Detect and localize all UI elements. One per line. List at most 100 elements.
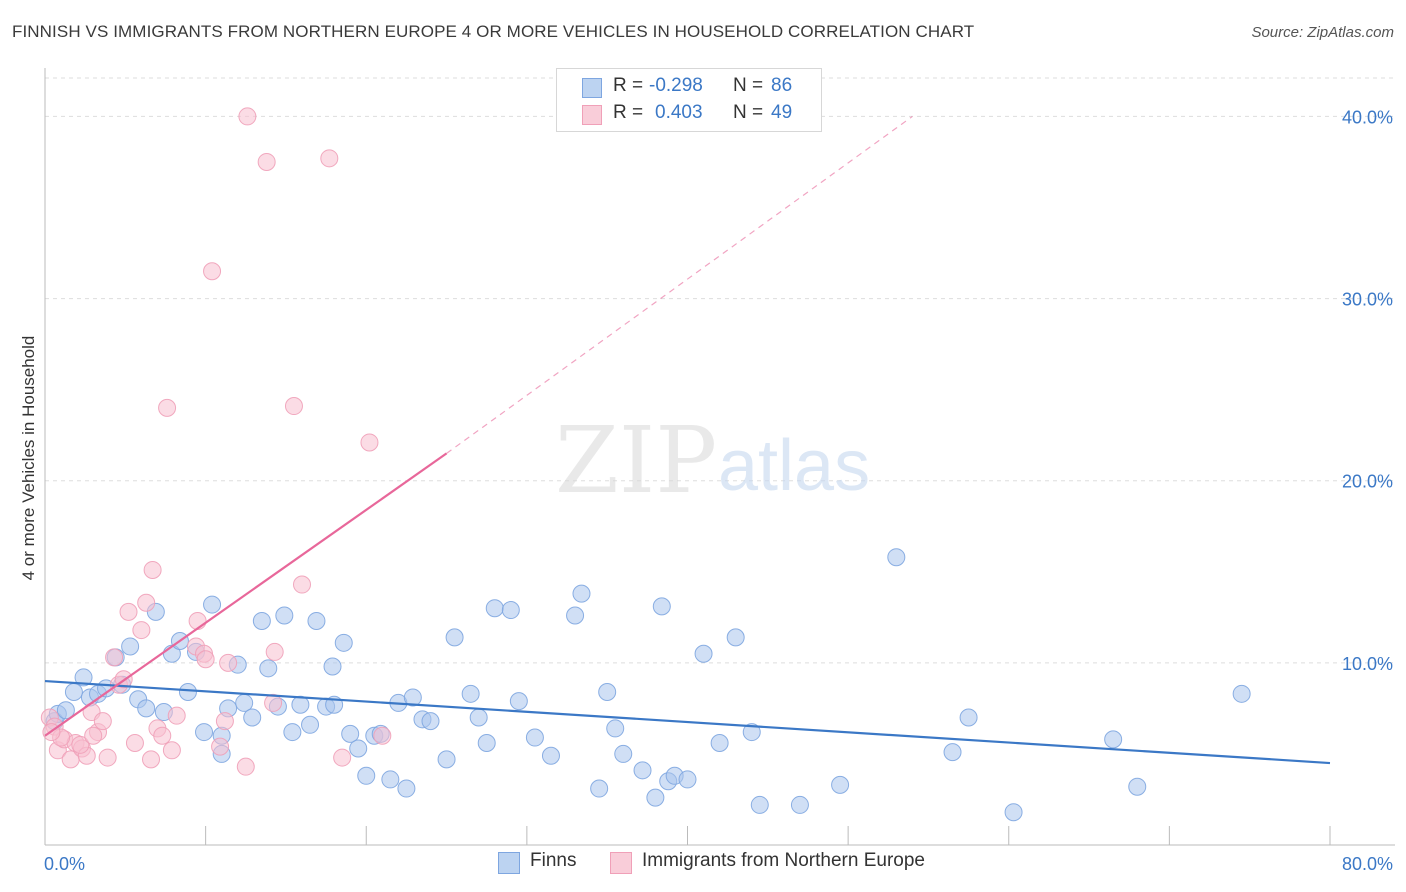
finns-point — [437, 750, 456, 769]
finns-point — [469, 708, 488, 727]
immigrants-point — [142, 750, 161, 769]
finns-point — [566, 606, 585, 625]
immigrants-point — [167, 706, 186, 725]
finns-point — [203, 595, 222, 614]
immigrants-point — [333, 748, 352, 767]
immigrants-point — [188, 611, 207, 630]
finns-point — [726, 628, 745, 647]
finns-point — [943, 743, 962, 762]
immigrants-point — [71, 735, 90, 754]
finns-point — [178, 683, 197, 701]
correlation-legend: R = -0.298 N = 86 R = 0.403 N = 49 — [556, 68, 822, 132]
finns-point — [646, 788, 665, 807]
immigrants-point — [119, 602, 138, 621]
immigrants-point — [143, 560, 162, 579]
finns-point — [887, 548, 906, 567]
finns-point — [121, 637, 140, 656]
immigrants-point — [293, 575, 311, 594]
finns-point — [323, 657, 342, 676]
finns-point — [275, 606, 294, 625]
immigrants-trend-line — [44, 452, 448, 737]
immigrants-point — [284, 397, 303, 416]
immigrants-point — [162, 741, 181, 760]
immigrants-point — [137, 593, 156, 612]
legend-n-label: N = — [733, 75, 764, 96]
finns-point — [509, 692, 528, 711]
finns-point — [485, 599, 504, 618]
legend-r-value: 0.403 — [655, 102, 703, 123]
legend-n-value: 86 — [771, 75, 793, 96]
finns-point — [831, 775, 850, 794]
legend-row-finns: R = -0.298 N = 86 — [557, 75, 821, 101]
y-axis-label: 4 or more Vehicles in Household — [19, 336, 38, 581]
blue-swatch-icon — [582, 78, 602, 98]
finns-point — [252, 611, 271, 630]
immigrants-point — [125, 734, 144, 752]
finns-legend-label: Finns — [530, 850, 577, 871]
finns-point — [74, 668, 93, 687]
immigrants-point — [236, 757, 255, 776]
finns-point — [1128, 777, 1147, 796]
immigrants-point — [360, 433, 379, 452]
immigrants-point — [203, 262, 222, 281]
source-label: Source: ZipAtlas.com — [1251, 24, 1394, 41]
finns-point — [349, 739, 368, 758]
finns-point — [291, 695, 310, 714]
immigrants-point — [215, 712, 234, 731]
finns-point — [1004, 803, 1023, 822]
immigrants-point — [93, 712, 112, 731]
y-tick-label: 10.0% — [1342, 654, 1393, 674]
finns-point — [64, 683, 83, 701]
finns-point — [477, 734, 496, 752]
finns-point — [56, 701, 75, 720]
finns-point — [403, 688, 422, 707]
finns-point — [606, 719, 625, 738]
finns-point — [421, 712, 440, 731]
y-tick-label: 20.0% — [1342, 472, 1393, 492]
finns-point — [301, 715, 320, 734]
legend-r-value: -0.298 — [649, 75, 703, 96]
finns-point — [694, 644, 713, 663]
immigrants-point — [238, 107, 257, 126]
immigrants-point — [105, 648, 124, 667]
immigrants-point — [264, 693, 283, 712]
finns-point — [750, 795, 769, 814]
finns-point — [572, 584, 591, 603]
finns-point — [590, 779, 609, 798]
finns-point — [633, 761, 652, 780]
finns-point — [959, 708, 978, 727]
finns-point — [1232, 684, 1251, 703]
immigrants-point — [98, 748, 117, 767]
finns-point — [334, 633, 353, 652]
finns-point — [381, 770, 400, 789]
watermark-atlas: atlas — [718, 426, 870, 506]
immigrants-point — [373, 726, 392, 745]
immigrants-point — [257, 152, 276, 171]
immigrants-legend-icon — [610, 852, 632, 874]
legend-row-immigrants: R = 0.403 N = 49 — [557, 102, 821, 128]
immigrants-point — [158, 398, 177, 417]
finns-point — [614, 744, 633, 763]
finns-point — [501, 601, 520, 620]
finns-point — [195, 723, 214, 742]
immigrants-point — [265, 642, 284, 661]
immigrants-point — [153, 726, 172, 745]
finns-point — [742, 723, 761, 742]
finns-point — [525, 728, 544, 747]
finns-point — [283, 723, 302, 742]
immigrants-point — [219, 653, 238, 672]
x-tick-label: 80.0% — [1342, 854, 1393, 874]
finns-point — [357, 766, 376, 785]
finns-point — [790, 795, 809, 814]
finns-point — [461, 684, 480, 703]
y-tick-label: 40.0% — [1342, 107, 1393, 127]
legend-r-label: R = — [613, 102, 644, 123]
finns-point — [397, 779, 416, 798]
legend-n-label: N = — [733, 102, 764, 123]
legend-n-value: 49 — [771, 102, 793, 123]
chart-title: FINNISH VS IMMIGRANTS FROM NORTHERN EURO… — [12, 22, 975, 41]
finns-point — [445, 628, 464, 647]
pink-swatch-icon — [582, 105, 602, 125]
finns-point — [1104, 730, 1123, 749]
